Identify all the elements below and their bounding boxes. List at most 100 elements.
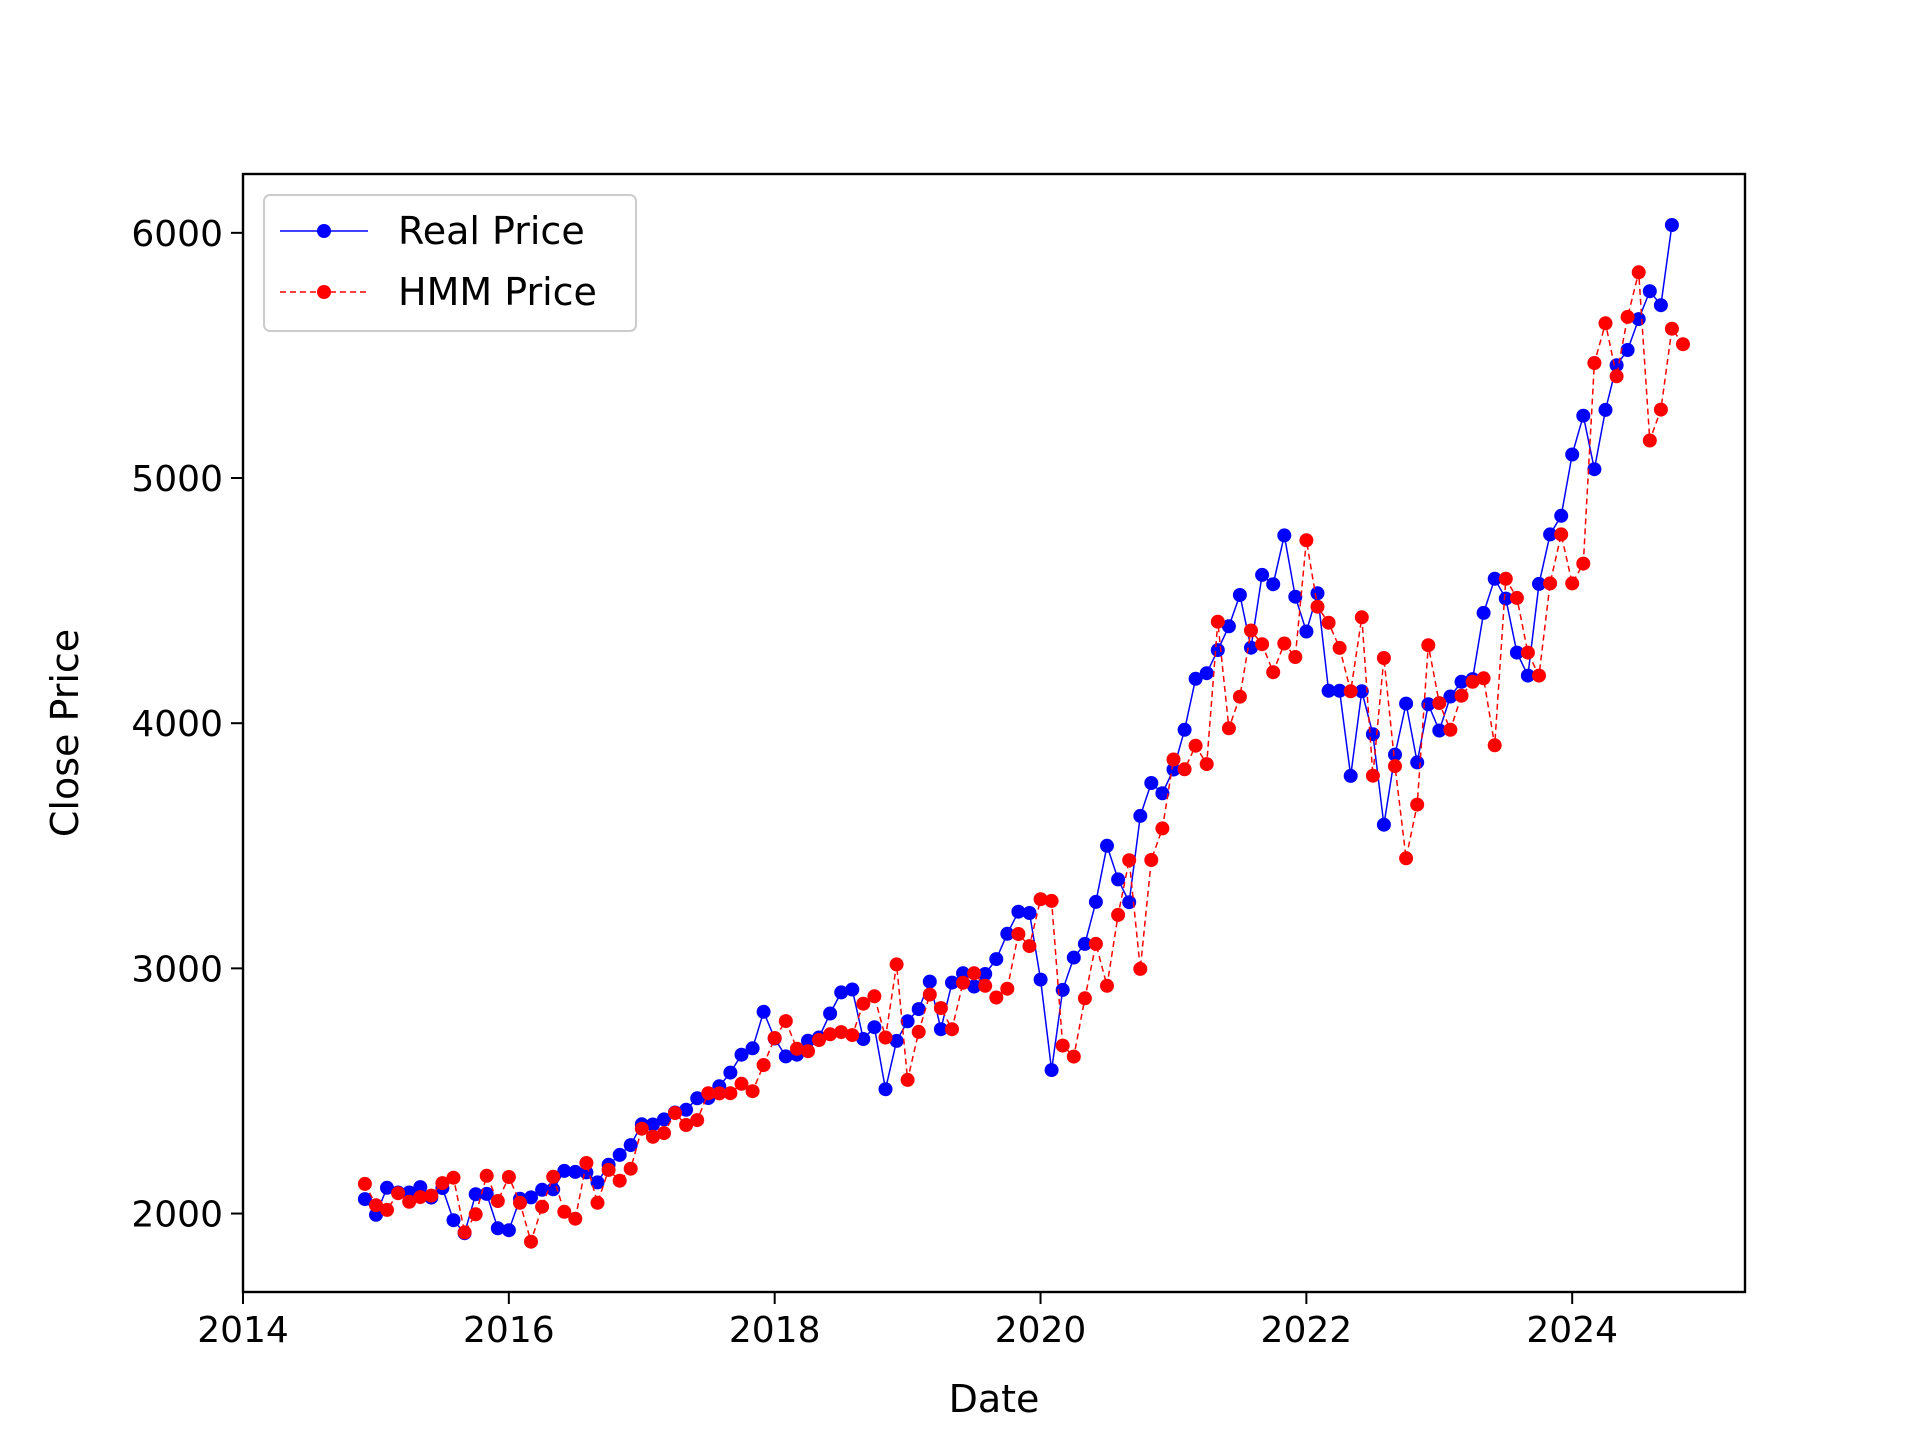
data-point-hmm-price bbox=[1066, 1049, 1081, 1064]
data-point-real-price bbox=[1664, 218, 1679, 232]
data-point-hmm-price bbox=[1277, 636, 1292, 651]
data-point-real-price bbox=[845, 982, 860, 997]
data-point-hmm-price bbox=[435, 1176, 450, 1191]
data-point-real-price bbox=[1232, 588, 1247, 602]
data-point-real-price bbox=[1111, 872, 1126, 887]
data-point-hmm-price bbox=[679, 1118, 694, 1132]
data-point-hmm-price bbox=[1100, 978, 1114, 993]
x-tick-label: 2020 bbox=[995, 1310, 1087, 1351]
data-point-real-price bbox=[1266, 577, 1281, 592]
data-point-hmm-price bbox=[701, 1086, 716, 1101]
data-point-real-price bbox=[1044, 1063, 1059, 1078]
data-point-hmm-price bbox=[1000, 981, 1015, 996]
data-point-hmm-price bbox=[546, 1169, 561, 1184]
data-point-real-price bbox=[1388, 747, 1402, 762]
legend-box bbox=[263, 194, 637, 332]
data-point-hmm-price bbox=[1620, 309, 1635, 324]
legend-label-hmm-price: HMM Price bbox=[398, 270, 597, 314]
data-point-hmm-price bbox=[1653, 402, 1668, 417]
data-point-hmm-price bbox=[945, 1022, 959, 1037]
legend-marker-real-price bbox=[317, 224, 331, 238]
data-point-real-price bbox=[657, 1112, 671, 1127]
data-point-real-price bbox=[1166, 762, 1181, 777]
data-point-real-price bbox=[1354, 684, 1369, 699]
data-point-hmm-price bbox=[402, 1194, 417, 1209]
x-tick-label: 2014 bbox=[197, 1310, 289, 1351]
data-point-real-price bbox=[1177, 722, 1192, 737]
data-point-hmm-price bbox=[712, 1086, 727, 1101]
data-point-hmm-price bbox=[424, 1188, 439, 1203]
x-tick-label: 2024 bbox=[1526, 1310, 1618, 1351]
data-point-hmm-price bbox=[1011, 927, 1026, 941]
data-point-hmm-price bbox=[357, 1176, 372, 1191]
data-point-hmm-price bbox=[723, 1086, 738, 1101]
data-point-hmm-price bbox=[834, 1025, 849, 1040]
data-point-real-price bbox=[1487, 571, 1502, 586]
data-point-hmm-price bbox=[1410, 797, 1425, 812]
data-point-hmm-price bbox=[413, 1190, 428, 1205]
data-point-hmm-price bbox=[1399, 851, 1414, 866]
data-point-real-price bbox=[878, 1082, 893, 1097]
series-hmm-price bbox=[357, 265, 1690, 1249]
data-point-real-price bbox=[911, 1002, 926, 1017]
data-point-hmm-price bbox=[1088, 936, 1103, 951]
y-tick-label: 5000 bbox=[131, 459, 223, 500]
data-point-hmm-price bbox=[1465, 674, 1480, 689]
data-point-hmm-price bbox=[878, 1030, 893, 1045]
data-point-real-price bbox=[1598, 402, 1613, 417]
data-point-hmm-price bbox=[513, 1195, 527, 1210]
data-point-hmm-price bbox=[1609, 369, 1624, 384]
data-point-hmm-price bbox=[1266, 665, 1281, 680]
data-point-hmm-price bbox=[778, 1014, 793, 1029]
data-point-hmm-price bbox=[1576, 556, 1591, 571]
data-point-hmm-price bbox=[468, 1207, 483, 1222]
data-point-hmm-price bbox=[1232, 689, 1247, 704]
data-point-hmm-price bbox=[1565, 576, 1580, 591]
data-point-hmm-price bbox=[1487, 738, 1502, 753]
data-point-hmm-price bbox=[1332, 640, 1347, 655]
data-point-hmm-price bbox=[657, 1126, 671, 1141]
data-point-hmm-price bbox=[967, 966, 982, 981]
data-point-real-price bbox=[823, 1006, 838, 1021]
data-point-hmm-price bbox=[690, 1113, 705, 1128]
data-point-hmm-price bbox=[734, 1076, 749, 1091]
data-point-hmm-price bbox=[623, 1161, 638, 1176]
data-point-hmm-price bbox=[889, 957, 904, 972]
data-point-hmm-price bbox=[1199, 757, 1214, 772]
data-point-hmm-price bbox=[1354, 610, 1369, 625]
y-tick-label: 2000 bbox=[131, 1195, 223, 1236]
data-point-real-price bbox=[856, 1032, 871, 1046]
data-point-real-price bbox=[535, 1182, 550, 1197]
x-axis-label: Date bbox=[949, 1377, 1040, 1421]
data-point-real-price bbox=[1033, 972, 1048, 987]
data-point-hmm-price bbox=[1543, 576, 1558, 591]
data-point-real-price bbox=[1620, 343, 1635, 357]
data-point-real-price bbox=[1399, 696, 1414, 711]
data-point-hmm-price bbox=[1288, 650, 1303, 664]
plot-frame bbox=[241, 172, 1747, 1294]
data-point-hmm-price bbox=[1022, 939, 1037, 954]
data-point-real-price bbox=[501, 1223, 516, 1238]
data-point-hmm-price bbox=[756, 1058, 771, 1072]
data-point-hmm-price bbox=[1376, 651, 1391, 665]
y-axis-label: Close Price bbox=[43, 629, 87, 837]
data-point-hmm-price bbox=[933, 1001, 948, 1016]
data-point-hmm-price bbox=[457, 1225, 472, 1240]
data-point-hmm-price bbox=[568, 1211, 583, 1226]
data-point-real-price bbox=[1188, 671, 1203, 686]
data-point-real-price bbox=[1520, 668, 1535, 683]
data-point-hmm-price bbox=[1299, 533, 1314, 548]
data-point-hmm-price bbox=[1111, 907, 1126, 922]
data-point-hmm-price bbox=[1509, 590, 1524, 605]
data-point-real-price bbox=[1421, 697, 1436, 712]
data-point-hmm-price bbox=[1133, 961, 1148, 976]
data-point-hmm-price bbox=[1343, 684, 1358, 699]
data-point-hmm-price bbox=[1310, 599, 1325, 614]
data-point-hmm-price bbox=[1432, 696, 1447, 711]
data-point-real-price bbox=[557, 1163, 572, 1178]
data-point-real-price bbox=[679, 1102, 694, 1117]
data-point-real-price bbox=[490, 1221, 505, 1236]
data-point-real-price bbox=[1410, 755, 1425, 770]
x-tick-label: 2018 bbox=[729, 1310, 821, 1351]
